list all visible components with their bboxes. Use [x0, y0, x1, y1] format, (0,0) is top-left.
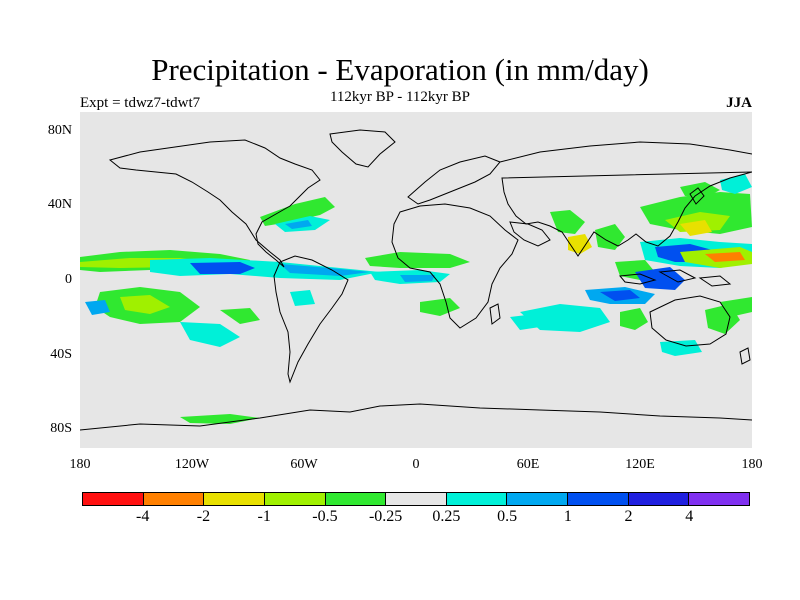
patch-spac-cyan [180, 322, 240, 347]
patch-spac2-green [220, 308, 260, 324]
chart-title: Precipitation - Evaporation (in mm/day) [151, 52, 649, 87]
colorbar-swatch [143, 493, 205, 505]
patch-spcz-green [720, 297, 752, 317]
colorbar-label: -4 [136, 508, 150, 525]
season-label: JJA [726, 95, 752, 111]
patch-sio-green [620, 308, 648, 330]
patch-india-yellow [568, 234, 592, 254]
colorbar-swatch [446, 493, 508, 505]
colorbar-label: 2 [624, 508, 633, 525]
patch-spac-yellowgreen [120, 295, 170, 314]
colorbar-swatch [83, 493, 144, 505]
patch-atl-itcz-green [365, 252, 470, 268]
patch-patagonia-cyan [290, 290, 315, 306]
lon-tick-label: 120W [174, 457, 210, 472]
colorbar-label: -1 [257, 508, 271, 525]
world-map [80, 112, 752, 448]
patch-itcz-pac-lightblue [280, 264, 370, 276]
lat-tick-label: 80S [50, 421, 72, 437]
colorbar-label: 0.5 [497, 508, 518, 525]
patch-sw-aus-cyan [660, 340, 702, 356]
patch-indian-eq-cyan [510, 314, 540, 330]
patch-gulfstream-green [260, 197, 335, 226]
patch-indo-blue [600, 290, 640, 301]
patch-wpac-orange [705, 252, 745, 262]
colorbar-swatch [264, 493, 326, 505]
lon-tick-label: 60W [290, 457, 318, 472]
patch-southern-ocean-green [180, 414, 260, 424]
patch-arabian-green [550, 210, 585, 234]
colorbar-swatch [689, 493, 750, 505]
chart-subtitle: 112kyr BP - 112kyr BP [329, 89, 470, 105]
colorbar-label: -0.25 [368, 508, 403, 525]
colorbar-swatch [204, 493, 265, 505]
patch-indian-cyan [520, 304, 610, 332]
colorbar-swatch [386, 493, 447, 505]
patch-bay-green [595, 224, 625, 250]
patch-wpac-yellow [680, 220, 712, 236]
lat-tick-label: 40N [47, 197, 72, 213]
patch-mc-blue [635, 267, 685, 290]
lon-tick-label: 60E [516, 457, 540, 472]
colorbar-swatch [325, 493, 387, 505]
patch-spac-blue [85, 300, 110, 315]
map-svg [80, 112, 752, 448]
colorbar-swatch [568, 493, 629, 505]
colorbar [82, 492, 750, 506]
colorbar-label: 1 [563, 508, 572, 525]
patch-africa-green [420, 298, 460, 316]
patch-gulfstream-blue [285, 220, 312, 229]
lat-tick-label: 80N [47, 122, 72, 138]
colorbar-swatch [628, 493, 690, 505]
colorbar-label: -0.5 [312, 508, 338, 525]
colorbar-label: -2 [196, 508, 211, 525]
lon-tick-label: 0 [412, 457, 420, 472]
colorbar-swatch [507, 493, 569, 505]
coastlines [80, 129, 752, 431]
colorbar-label: 0.25 [432, 508, 461, 525]
patch-atl-itcz-blue [400, 275, 435, 282]
patch-itcz-pac-blue [190, 262, 255, 274]
lon-tick-label: 180 [69, 457, 91, 472]
lon-tick-label: 180 [741, 457, 763, 472]
lat-tick-label: 40S [50, 346, 72, 362]
experiment-label: Expt = tdwz7-tdwt7 [80, 95, 201, 111]
lat-tick-label: 0 [65, 272, 72, 287]
lon-tick-label: 120E [625, 457, 655, 472]
pe-anomaly-patches [80, 174, 752, 424]
colorbar-label: 4 [685, 508, 694, 525]
